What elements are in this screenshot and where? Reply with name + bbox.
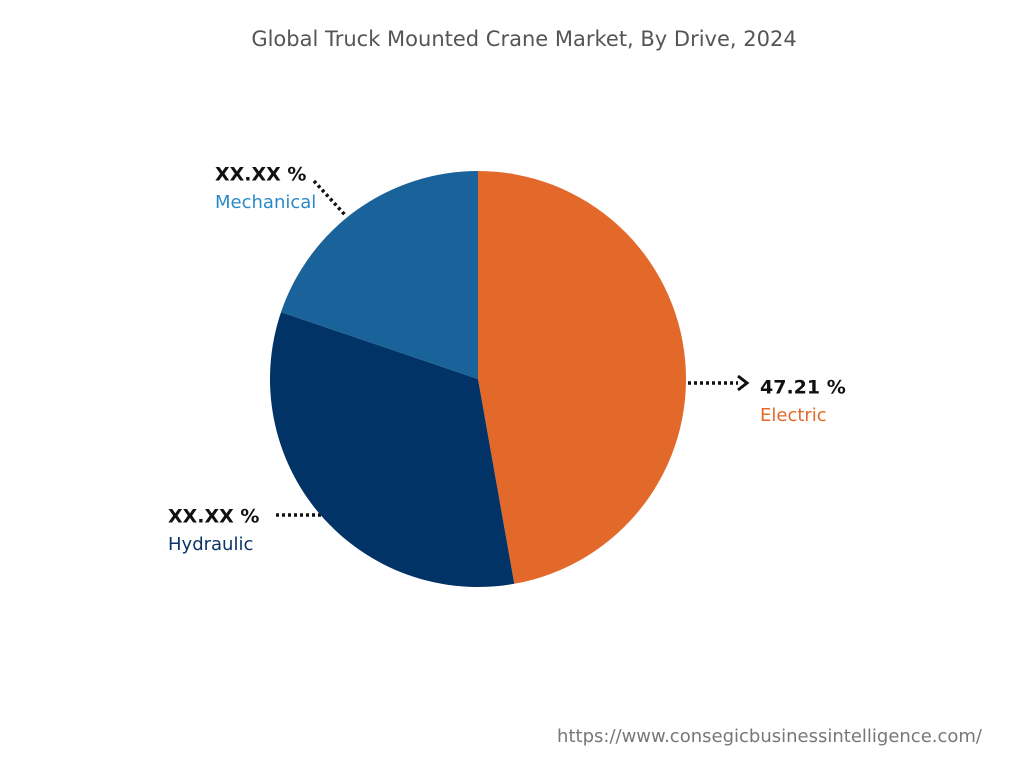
category-label: Hydraulic <box>168 534 253 555</box>
value-label: 47.21 % <box>760 377 846 399</box>
value-label: XX.XX % <box>168 506 259 528</box>
source-url: https://www.consegicbusinessintelligence… <box>557 726 983 747</box>
pie-slice <box>281 171 478 379</box>
pie-slice <box>270 312 515 587</box>
category-label: Electric <box>760 405 827 426</box>
value-label: XX.XX % <box>215 164 306 186</box>
arrow-head <box>737 374 750 392</box>
leader-line <box>312 179 348 218</box>
pie-slice <box>478 171 686 584</box>
category-label: Mechanical <box>215 192 316 213</box>
chart-title: Global Truck Mounted Crane Market, By Dr… <box>251 27 796 51</box>
